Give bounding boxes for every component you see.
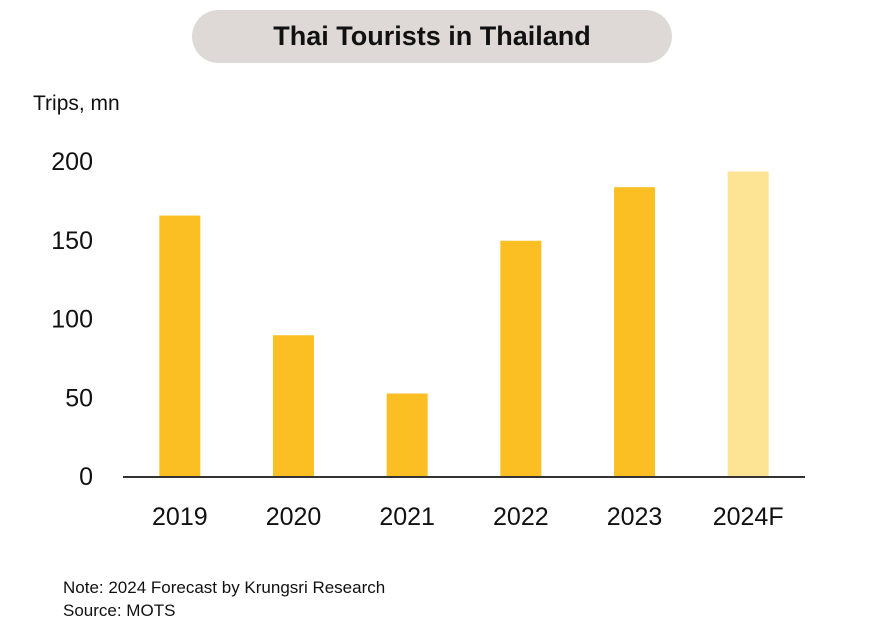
x-tick-label: 2024F xyxy=(713,503,784,531)
y-tick-label: 50 xyxy=(65,384,93,412)
x-tick-label: 2021 xyxy=(379,503,435,531)
bar-2024f xyxy=(727,171,769,477)
x-tick-label: 2023 xyxy=(607,503,663,531)
x-tick-label: 2019 xyxy=(152,503,208,531)
x-tick-label: 2020 xyxy=(266,503,322,531)
x-tick-label: 2022 xyxy=(493,503,549,531)
bar-2022 xyxy=(500,240,542,477)
source-note: Source: MOTS xyxy=(63,601,176,620)
y-axis-unit-label: Trips, mn xyxy=(33,92,120,115)
bar-2023 xyxy=(614,187,655,477)
y-tick-label: 0 xyxy=(79,463,93,491)
y-tick-label: 100 xyxy=(51,306,93,334)
bar-2019 xyxy=(159,215,201,478)
chart-title: Thai Tourists in Thailand xyxy=(273,21,591,51)
y-tick-label: 200 xyxy=(51,148,93,176)
chart-title-pill: Thai Tourists in Thailand xyxy=(192,10,672,63)
forecast-note: Note: 2024 Forecast by Krungsri Research xyxy=(63,578,386,597)
y-tick-label: 150 xyxy=(51,227,93,255)
bar-2021 xyxy=(386,393,428,477)
bar-2020 xyxy=(273,335,314,477)
